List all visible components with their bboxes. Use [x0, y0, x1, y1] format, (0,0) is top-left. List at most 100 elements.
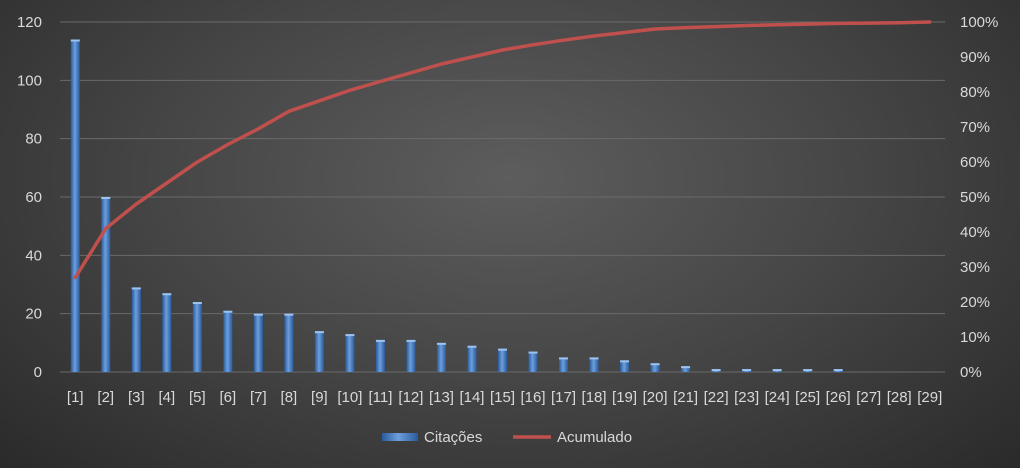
x-tick-label: [16] — [521, 389, 546, 406]
legend-label-acumulado: Acumulado — [557, 429, 632, 446]
x-tick-label: [28] — [887, 389, 912, 406]
y-right-tick-label: 40% — [960, 224, 990, 241]
y-right-tick-label: 20% — [960, 294, 990, 311]
legend-swatch-citacoes — [382, 433, 418, 441]
x-tick-label: [23] — [734, 389, 759, 406]
x-tick-label: [1] — [67, 389, 84, 406]
y-axis-left: 0 20 40 60 80 100 120 — [17, 14, 42, 381]
bar — [436, 342, 446, 372]
x-tick-label: [10] — [337, 389, 362, 406]
y-right-tick-label: 100% — [960, 14, 998, 31]
x-tick-label: [7] — [250, 389, 267, 406]
x-tick-label: [14] — [459, 389, 484, 406]
bar — [589, 357, 599, 372]
x-tick-label: [21] — [673, 389, 698, 406]
bar-cap — [620, 360, 630, 363]
bar-cap — [131, 287, 141, 290]
bar-cap — [436, 342, 446, 345]
y-right-tick-label: 70% — [960, 119, 990, 136]
y-right-tick-label: 10% — [960, 329, 990, 346]
x-tick-label: [13] — [429, 389, 454, 406]
bar-cap — [70, 39, 80, 42]
legend-label-citacoes: Citações — [424, 429, 482, 446]
y-left-tick-label: 20 — [25, 306, 42, 323]
x-tick-label: [18] — [582, 389, 607, 406]
y-right-tick-label: 90% — [960, 49, 990, 66]
bar — [528, 351, 538, 372]
bar-cap — [498, 348, 507, 351]
bar-cap — [528, 351, 538, 354]
bar — [498, 348, 507, 372]
x-tick-label: [24] — [765, 389, 790, 406]
x-tick-label: [29] — [917, 389, 942, 406]
bar — [223, 310, 233, 372]
y-right-tick-label: 30% — [960, 259, 990, 276]
x-tick-label: [27] — [856, 389, 881, 406]
x-tick-label: [19] — [612, 389, 637, 406]
y-axis-right: 0% 10% 20% 30% 40% 50% 60% 70% 80% 90% 100% — [960, 14, 998, 381]
y-right-tick-label: 50% — [960, 189, 990, 206]
y-left-tick-label: 40 — [25, 247, 42, 264]
bar — [467, 345, 477, 372]
bar — [559, 357, 569, 372]
y-right-tick-label: 60% — [960, 154, 990, 171]
bar — [620, 360, 630, 372]
x-tick-label: [11] — [368, 389, 392, 406]
bar — [284, 313, 294, 372]
bar-cap — [711, 369, 721, 372]
bar-cap — [772, 369, 782, 372]
y-left-tick-label: 0 — [34, 364, 42, 381]
bar-cap — [681, 366, 691, 369]
y-right-tick-label: 80% — [960, 84, 990, 101]
bar — [314, 331, 324, 372]
x-tick-label: [6] — [220, 389, 237, 406]
x-tick-label: [17] — [551, 389, 576, 406]
x-tick-label: [2] — [97, 389, 114, 406]
x-tick-label: [22] — [704, 389, 729, 406]
bar — [162, 293, 172, 372]
gridlines — [60, 21, 945, 373]
y-left-tick-label: 80 — [25, 131, 42, 148]
bar-cap — [742, 369, 752, 372]
y-left-tick-label: 100 — [17, 72, 42, 89]
x-tick-label: [25] — [795, 389, 820, 406]
cumulative-line — [73, 20, 932, 280]
bar-cap — [406, 339, 416, 342]
bar-cap — [559, 357, 569, 360]
x-tick-label: [26] — [826, 389, 851, 406]
bar — [650, 363, 660, 372]
line-series-acumulado — [73, 20, 932, 280]
legend: Citações Acumulado — [382, 429, 632, 446]
bar-cap — [589, 357, 599, 360]
bar-cap — [345, 334, 355, 337]
y-left-tick-label: 60 — [25, 189, 42, 206]
bar-cap — [803, 369, 813, 372]
bar-cap — [375, 339, 385, 342]
bar-series-citacoes — [70, 39, 843, 372]
bar — [70, 39, 80, 372]
bar-cap — [467, 345, 477, 348]
bar-cap — [284, 313, 294, 316]
y-right-tick-label: 0% — [960, 364, 982, 381]
x-tick-label: [20] — [643, 389, 668, 406]
bar-cap — [833, 369, 843, 372]
x-axis: [1] [2] [3] [4] [5] [6] [7] [8] [9] [10] [11] [12] [… — [67, 389, 942, 406]
x-tick-label: [15] — [490, 389, 515, 406]
y-left-tick-label: 120 — [17, 14, 42, 31]
bar-cap — [253, 313, 263, 316]
bar — [253, 313, 263, 372]
bar-cap — [192, 302, 202, 304]
x-tick-label: [8] — [281, 389, 298, 406]
bar — [101, 197, 111, 372]
x-tick-label: [12] — [398, 389, 423, 406]
bar-cap — [162, 293, 172, 296]
bar-cap — [101, 197, 111, 199]
x-tick-label: [9] — [311, 389, 328, 406]
bar — [406, 339, 416, 372]
bar — [345, 334, 355, 372]
bar — [375, 339, 385, 372]
x-tick-label: [5] — [189, 389, 206, 406]
x-tick-label: [4] — [158, 389, 175, 406]
bar — [681, 366, 691, 372]
